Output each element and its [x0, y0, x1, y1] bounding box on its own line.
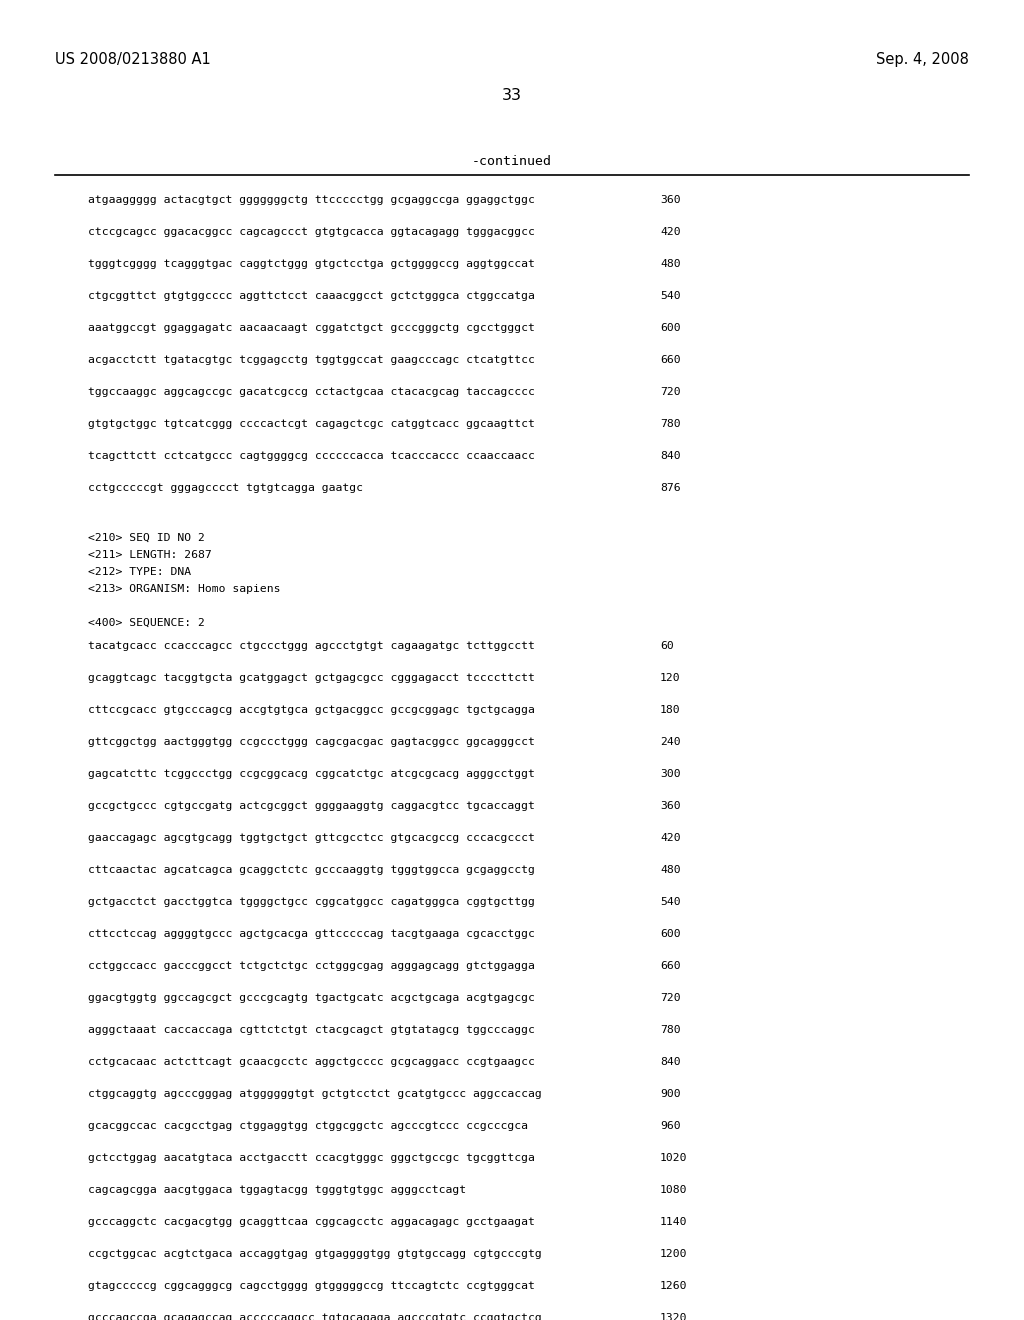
Text: agggctaaat caccaccaga cgttctctgt ctacgcagct gtgtatagcg tggcccaggc: agggctaaat caccaccaga cgttctctgt ctacgca…: [88, 1026, 535, 1035]
Text: 480: 480: [660, 259, 681, 269]
Text: tcagcttctt cctcatgccc cagtggggcg ccccccacca tcacccaccc ccaaccaacc: tcagcttctt cctcatgccc cagtggggcg cccccca…: [88, 451, 535, 461]
Text: 1020: 1020: [660, 1152, 687, 1163]
Text: 300: 300: [660, 770, 681, 779]
Text: 600: 600: [660, 323, 681, 333]
Text: cctgcacaac actcttcagt gcaacgcctc aggctgcccc gcgcaggacc ccgtgaagcc: cctgcacaac actcttcagt gcaacgcctc aggctgc…: [88, 1057, 535, 1067]
Text: 900: 900: [660, 1089, 681, 1100]
Text: gtgtgctggc tgtcatcggg ccccactcgt cagagctcgc catggtcacc ggcaagttct: gtgtgctggc tgtcatcggg ccccactcgt cagagct…: [88, 418, 535, 429]
Text: cttcctccag aggggtgccc agctgcacga gttcccccag tacgtgaaga cgcacctggc: cttcctccag aggggtgccc agctgcacga gttcccc…: [88, 929, 535, 939]
Text: 1320: 1320: [660, 1313, 687, 1320]
Text: gcccagccga gcagagccag acccccaggcc tgtgcagaga agcccgtgtc ccggtgctcg: gcccagccga gcagagccag acccccaggcc tgtgca…: [88, 1313, 542, 1320]
Text: cctgcccccgt gggagcccct tgtgtcagga gaatgc: cctgcccccgt gggagcccct tgtgtcagga gaatgc: [88, 483, 362, 492]
Text: -continued: -continued: [472, 154, 552, 168]
Text: 780: 780: [660, 418, 681, 429]
Text: atgaaggggg actacgtgct gggggggctg ttccccctgg gcgaggccga ggaggctggc: atgaaggggg actacgtgct gggggggctg ttccccc…: [88, 195, 535, 205]
Text: 1140: 1140: [660, 1217, 687, 1228]
Text: tgggtcgggg tcagggtgac caggtctggg gtgctcctga gctggggccg aggtggccat: tgggtcgggg tcagggtgac caggtctggg gtgctcc…: [88, 259, 535, 269]
Text: 840: 840: [660, 451, 681, 461]
Text: gcccaggctc cacgacgtgg gcaggttcaa cggcagcctc aggacagagc gcctgaagat: gcccaggctc cacgacgtgg gcaggttcaa cggcagc…: [88, 1217, 535, 1228]
Text: cttccgcacc gtgcccagcg accgtgtgca gctgacggcc gccgcggagc tgctgcagga: cttccgcacc gtgcccagcg accgtgtgca gctgacg…: [88, 705, 535, 715]
Text: gctgacctct gacctggtca tggggctgcc cggcatggcc cagatgggca cggtgcttgg: gctgacctct gacctggtca tggggctgcc cggcatg…: [88, 898, 535, 907]
Text: 540: 540: [660, 290, 681, 301]
Text: 660: 660: [660, 961, 681, 972]
Text: 60: 60: [660, 642, 674, 651]
Text: gctcctggag aacatgtaca acctgacctt ccacgtgggc gggctgccgc tgcggttcga: gctcctggag aacatgtaca acctgacctt ccacgtg…: [88, 1152, 535, 1163]
Text: 420: 420: [660, 227, 681, 238]
Text: gcacggccac cacgcctgag ctggaggtgg ctggcggctc agcccgtccc ccgcccgca: gcacggccac cacgcctgag ctggaggtgg ctggcgg…: [88, 1121, 528, 1131]
Text: 840: 840: [660, 1057, 681, 1067]
Text: aaatggccgt ggaggagatc aacaacaagt cggatctgct gcccgggctg cgcctgggct: aaatggccgt ggaggagatc aacaacaagt cggatct…: [88, 323, 535, 333]
Text: 876: 876: [660, 483, 681, 492]
Text: <212> TYPE: DNA: <212> TYPE: DNA: [88, 568, 191, 577]
Text: <213> ORGANISM: Homo sapiens: <213> ORGANISM: Homo sapiens: [88, 583, 281, 594]
Text: ccgctggcac acgtctgaca accaggtgag gtgaggggtgg gtgtgccagg cgtgcccgtg: ccgctggcac acgtctgaca accaggtgag gtgaggg…: [88, 1249, 542, 1259]
Text: ctccgcagcc ggacacggcc cagcagccct gtgtgcacca ggtacagagg tgggacggcc: ctccgcagcc ggacacggcc cagcagccct gtgtgca…: [88, 227, 535, 238]
Text: 480: 480: [660, 865, 681, 875]
Text: US 2008/0213880 A1: US 2008/0213880 A1: [55, 51, 211, 67]
Text: gagcatcttc tcggccctgg ccgcggcacg cggcatctgc atcgcgcacg agggcctggt: gagcatcttc tcggccctgg ccgcggcacg cggcatc…: [88, 770, 535, 779]
Text: <211> LENGTH: 2687: <211> LENGTH: 2687: [88, 550, 212, 560]
Text: ctgcggttct gtgtggcccc aggttctcct caaacggcct gctctgggca ctggccatga: ctgcggttct gtgtggcccc aggttctcct caaacgg…: [88, 290, 535, 301]
Text: tacatgcacc ccacccagcc ctgccctggg agccctgtgt cagaagatgc tcttggcctt: tacatgcacc ccacccagcc ctgccctggg agccctg…: [88, 642, 535, 651]
Text: 33: 33: [502, 88, 522, 103]
Text: ctggcaggtg agcccgggag atggggggtgt gctgtcctct gcatgtgccc aggccaccag: ctggcaggtg agcccgggag atggggggtgt gctgtc…: [88, 1089, 542, 1100]
Text: 780: 780: [660, 1026, 681, 1035]
Text: cttcaactac agcatcagca gcaggctctc gcccaaggtg tgggtggcca gcgaggcctg: cttcaactac agcatcagca gcaggctctc gcccaag…: [88, 865, 535, 875]
Text: 720: 720: [660, 993, 681, 1003]
Text: Sep. 4, 2008: Sep. 4, 2008: [877, 51, 969, 67]
Text: 360: 360: [660, 195, 681, 205]
Text: 1080: 1080: [660, 1185, 687, 1195]
Text: 180: 180: [660, 705, 681, 715]
Text: <210> SEQ ID NO 2: <210> SEQ ID NO 2: [88, 533, 205, 543]
Text: 1200: 1200: [660, 1249, 687, 1259]
Text: tggccaaggc aggcagccgc gacatcgccg cctactgcaa ctacacgcag taccagcccc: tggccaaggc aggcagccgc gacatcgccg cctactg…: [88, 387, 535, 397]
Text: gcaggtcagc tacggtgcta gcatggagct gctgagcgcc cgggagacct tccccttctt: gcaggtcagc tacggtgcta gcatggagct gctgagc…: [88, 673, 535, 682]
Text: ggacgtggtg ggccagcgct gcccgcagtg tgactgcatc acgctgcaga acgtgagcgc: ggacgtggtg ggccagcgct gcccgcagtg tgactgc…: [88, 993, 535, 1003]
Text: 540: 540: [660, 898, 681, 907]
Text: 600: 600: [660, 929, 681, 939]
Text: 240: 240: [660, 737, 681, 747]
Text: gttcggctgg aactgggtgg ccgccctggg cagcgacgac gagtacggcc ggcagggcct: gttcggctgg aactgggtgg ccgccctggg cagcgac…: [88, 737, 535, 747]
Text: 660: 660: [660, 355, 681, 366]
Text: 120: 120: [660, 673, 681, 682]
Text: <400> SEQUENCE: 2: <400> SEQUENCE: 2: [88, 618, 205, 628]
Text: gccgctgccc cgtgccgatg actcgcggct ggggaaggtg caggacgtcc tgcaccaggt: gccgctgccc cgtgccgatg actcgcggct ggggaag…: [88, 801, 535, 810]
Text: 420: 420: [660, 833, 681, 843]
Text: acgacctctt tgatacgtgc tcggagcctg tggtggccat gaagcccagc ctcatgttcc: acgacctctt tgatacgtgc tcggagcctg tggtggc…: [88, 355, 535, 366]
Text: 1260: 1260: [660, 1280, 687, 1291]
Text: 720: 720: [660, 387, 681, 397]
Text: gtagcccccg cggcagggcg cagcctgggg gtgggggccg ttccagtctc ccgtgggcat: gtagcccccg cggcagggcg cagcctgggg gtggggg…: [88, 1280, 535, 1291]
Text: cagcagcgga aacgtggaca tggagtacgg tgggtgtggc agggcctcagt: cagcagcgga aacgtggaca tggagtacgg tgggtgt…: [88, 1185, 466, 1195]
Text: 360: 360: [660, 801, 681, 810]
Text: 960: 960: [660, 1121, 681, 1131]
Text: cctggccacc gacccggcct tctgctctgc cctgggcgag agggagcagg gtctggagga: cctggccacc gacccggcct tctgctctgc cctgggc…: [88, 961, 535, 972]
Text: gaaccagagc agcgtgcagg tggtgctgct gttcgcctcc gtgcacgccg cccacgccct: gaaccagagc agcgtgcagg tggtgctgct gttcgcc…: [88, 833, 535, 843]
